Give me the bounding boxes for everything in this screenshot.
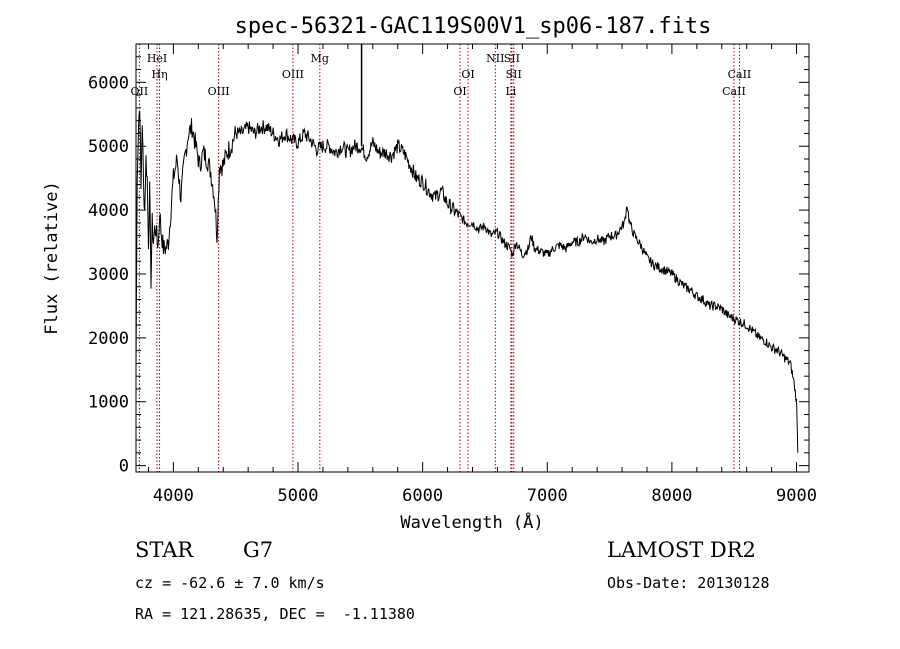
object-subclass: G7 (243, 538, 274, 562)
x-tick-label-0: 4000 (153, 486, 194, 506)
x-tick-label-5: 9000 (776, 486, 817, 506)
x-tick-label-1: 5000 (278, 486, 319, 506)
plot-frame (135, 43, 810, 473)
y-tick-label-2: 2000 (88, 329, 129, 349)
spectral-lines: OII HeI Hη OIII OIII Mg OI OI NII SII SII Li CaII CaI… (131, 44, 752, 472)
object-class: STAR (135, 538, 194, 562)
line-label-8: NII (486, 52, 504, 65)
line-label-2: Hη (151, 68, 167, 81)
coordinates: RA = 121.28635, DEC = -1.11380 (135, 605, 415, 623)
y-axis-label: Flux (relative) (42, 181, 62, 335)
y-tick-label-6: 6000 (88, 73, 129, 93)
spectrum-series (135, 44, 799, 453)
x-tick-label-4: 8000 (651, 486, 692, 506)
line-label-11: Li (505, 85, 516, 98)
line-label-5: Mg (311, 52, 329, 65)
spectrum-line (135, 110, 799, 453)
line-label-4: OIII (282, 68, 304, 81)
x-axis-label: Wavelength (Å) (400, 511, 543, 533)
redshift-cz: cz = -62.6 ± 7.0 km/s (135, 574, 325, 592)
chart-title: spec-56321-GAC119S00V1_sp06-187.fits (235, 14, 712, 39)
y-tick-label-4: 4000 (88, 201, 129, 221)
line-label-9: SII (504, 52, 520, 65)
line-label-7: OI (461, 68, 474, 81)
y-tick-label-5: 5000 (88, 137, 129, 157)
x-tick-label-2: 6000 (402, 486, 443, 506)
line-label-0: OII (131, 85, 149, 98)
survey-name: LAMOST DR2 (607, 538, 756, 562)
line-label-3: OIII (208, 85, 230, 98)
axis-ticks: 4000 5000 6000 7000 8000 9000 0 1000 2000 3000 400… (88, 44, 817, 506)
line-label-1: HeI (147, 52, 167, 65)
x-tick-label-3: 7000 (527, 486, 568, 506)
y-tick-label-1: 1000 (88, 393, 129, 413)
line-label-10: SII (506, 68, 522, 81)
observation-date: Obs-Date: 20130128 (607, 574, 770, 592)
line-label-6: OI (453, 85, 466, 98)
line-label-13: CaII (722, 85, 746, 98)
y-tick-label-0: 0 (119, 457, 129, 477)
line-label-12: CaII (728, 68, 752, 81)
y-tick-label-3: 3000 (88, 265, 129, 285)
